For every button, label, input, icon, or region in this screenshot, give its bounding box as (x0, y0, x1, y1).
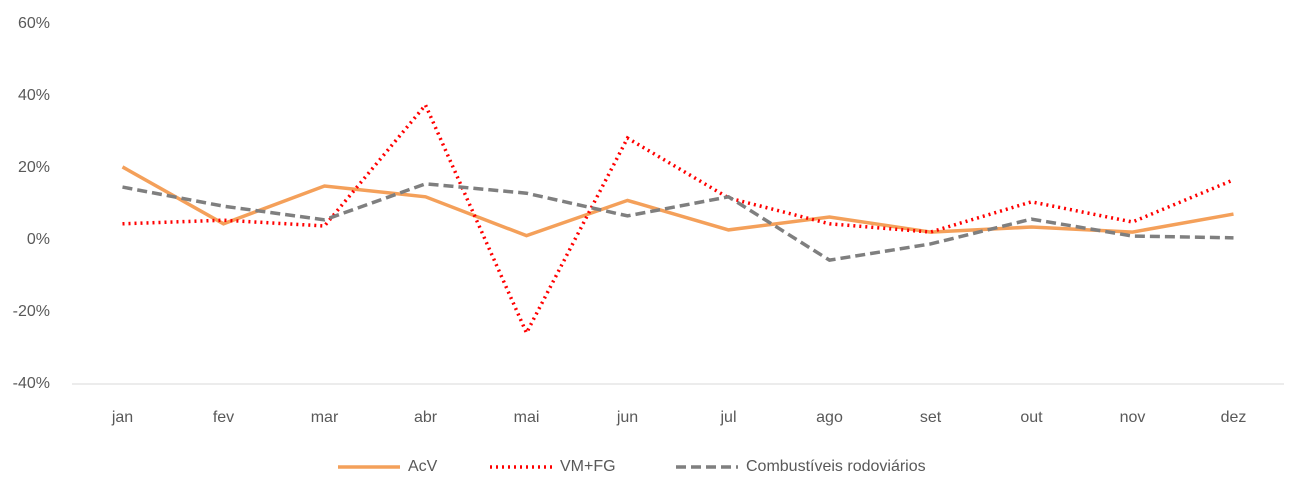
x-tick-label: set (920, 409, 942, 426)
y-tick-label: 60% (18, 15, 50, 32)
y-tick-label: 20% (18, 159, 50, 176)
x-tick-label: jun (616, 409, 638, 426)
y-tick-label: -40% (13, 375, 50, 392)
series-line (122, 182, 1234, 262)
x-tick-label: nov (1120, 409, 1146, 426)
x-tick-label: mai (514, 409, 540, 426)
legend-label: Combustíveis rodoviários (746, 458, 926, 475)
legend-label: AcV (408, 458, 438, 475)
y-tick-label: 0% (27, 231, 50, 248)
x-tick-label: out (1020, 409, 1043, 426)
x-tick-label: jul (719, 409, 736, 426)
y-tick-label: 40% (18, 87, 50, 104)
x-tick-label: dez (1221, 409, 1247, 426)
series-line (122, 101, 1235, 337)
series-line (121, 165, 1234, 238)
x-tick-label: ago (816, 409, 843, 426)
x-tick-label: mar (311, 409, 339, 426)
x-tick-label: abr (414, 409, 438, 426)
x-tick-label: jan (111, 409, 133, 426)
y-tick-label: -20% (13, 303, 50, 320)
legend-label: VM+FG (560, 458, 616, 475)
x-tick-label: fev (213, 409, 234, 426)
